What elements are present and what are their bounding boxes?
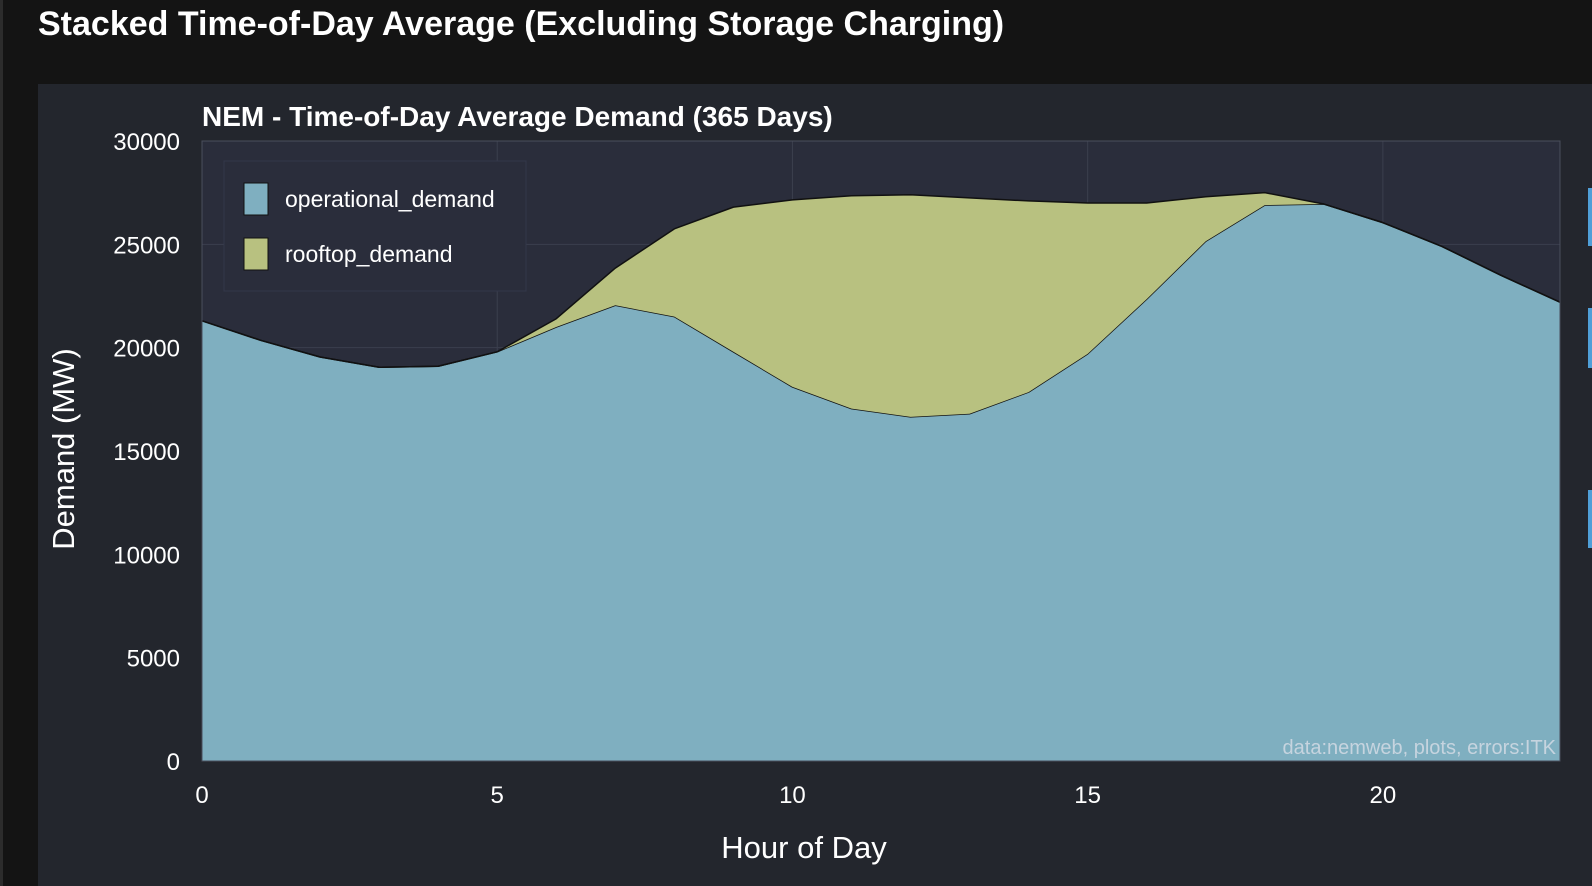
y-axis-label: Demand (MW) xyxy=(46,348,81,550)
stacked-areas xyxy=(201,191,1561,761)
page-heading: Stacked Time-of-Day Average (Excluding S… xyxy=(38,5,1005,43)
legend-item-rooftop-demand[interactable]: rooftop_demand xyxy=(243,237,453,271)
watermark: data:nemweb, plots, errors:ITK xyxy=(1283,737,1557,759)
legend-box xyxy=(223,160,527,292)
y-tick-label: 0 xyxy=(167,749,180,776)
legend-label: operational_demand xyxy=(285,186,495,212)
y-tick-label: 10000 xyxy=(113,542,180,569)
y-tick-label: 30000 xyxy=(113,129,180,156)
legend-label: rooftop_demand xyxy=(285,241,453,267)
edge-marker xyxy=(1588,308,1592,368)
x-tick-label: 10 xyxy=(779,782,806,809)
right-edge-markers xyxy=(1588,188,1592,548)
line-rooftop-demand xyxy=(201,191,1561,369)
x-axis-label: Hour of Day xyxy=(721,830,887,865)
x-tick-label: 5 xyxy=(491,782,504,809)
y-tick-label: 20000 xyxy=(113,336,180,363)
x-tick-label: 15 xyxy=(1074,782,1101,809)
legend-swatch xyxy=(243,237,269,271)
legend[interactable]: operational_demand rooftop_demand xyxy=(223,160,527,292)
demand-chart: 0 5 10 15 20 0 5000 10000 15000 20000 25000 30000 N… xyxy=(46,101,1592,865)
legend-swatch xyxy=(243,182,269,216)
x-tick-label: 0 xyxy=(195,782,208,809)
legend-item-operational-demand[interactable]: operational_demand xyxy=(243,182,495,216)
plot-frame xyxy=(201,140,1561,762)
chart-panel: 0 5 10 15 20 0 5000 10000 15000 20000 25000 30000 N… xyxy=(38,84,1592,886)
edge-marker xyxy=(1588,188,1592,246)
y-tick-label: 15000 xyxy=(113,439,180,466)
area-operational-demand xyxy=(202,204,1560,761)
y-tick-label: 5000 xyxy=(127,646,180,673)
x-tick-label: 20 xyxy=(1370,782,1397,809)
window-edge xyxy=(0,0,3,886)
y-tick-label: 25000 xyxy=(113,232,180,259)
edge-marker xyxy=(1588,490,1592,548)
chart-title: NEM - Time-of-Day Average Demand (365 Da… xyxy=(202,101,833,132)
area-rooftop-demand xyxy=(202,192,1560,417)
axes: 0 5 10 15 20 0 5000 10000 15000 20000 25000 30000 xyxy=(113,129,1396,809)
